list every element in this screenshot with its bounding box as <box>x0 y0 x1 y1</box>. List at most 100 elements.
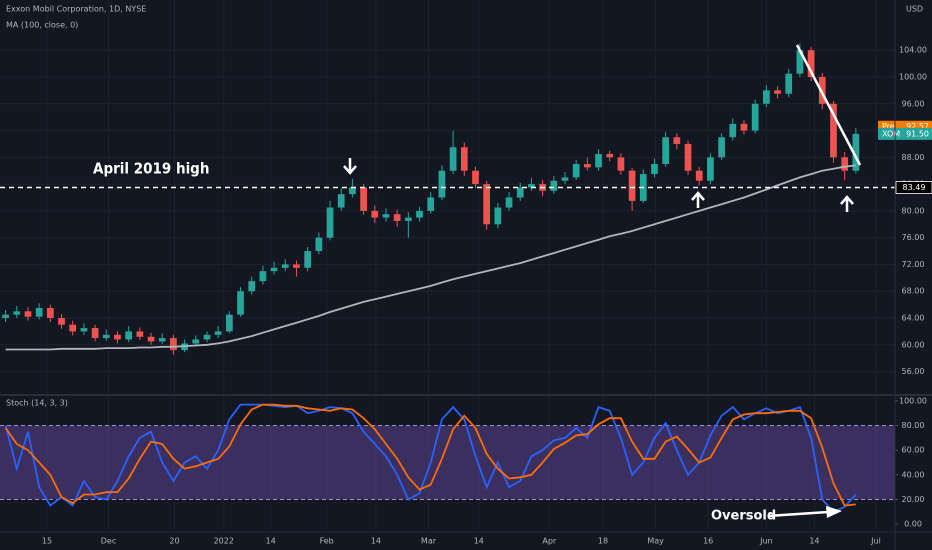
x-tick-label: Jun <box>759 537 773 546</box>
candle-body <box>707 157 714 181</box>
trend-line <box>795 44 862 166</box>
candle-body <box>729 123 737 138</box>
y-tick-label: 100.00 <box>899 396 927 405</box>
y-tick-label: 88.00 <box>902 153 925 162</box>
candle-body <box>80 328 88 332</box>
candle-body <box>114 334 121 340</box>
candle-body <box>595 153 602 168</box>
indicator-label: MA (100, close, 0) <box>6 21 78 30</box>
x-tick-label: Jul <box>870 537 881 546</box>
grid <box>0 0 895 530</box>
candle-body <box>606 153 614 158</box>
price-tag-name: Pre <box>882 122 895 131</box>
candle-body <box>472 170 479 185</box>
y-tick-label: 0.00 <box>904 520 922 529</box>
y-tick-label: 80.00 <box>902 421 925 430</box>
x-tick-label: 15 <box>42 537 52 546</box>
candle-body <box>416 210 423 218</box>
candle-body <box>796 50 804 74</box>
candle-body <box>561 177 569 181</box>
candle-body <box>718 137 725 158</box>
x-tick-label: 14 <box>371 537 381 546</box>
candle-body <box>170 338 177 351</box>
candle-body <box>516 187 524 198</box>
x-tick-label: 14 <box>266 537 276 546</box>
annotation: Oversold <box>711 509 776 524</box>
candle-body <box>24 311 32 317</box>
y-tick-label: 68.00 <box>902 287 925 296</box>
x-tick-label: Dec <box>101 537 116 546</box>
stoch-pane <box>0 403 895 513</box>
x-tick-label: May <box>647 537 664 546</box>
candle-body <box>270 267 278 272</box>
candle-body <box>35 307 43 317</box>
indicator-label: Stoch (14, 3, 3) <box>6 399 68 408</box>
candle-body <box>505 197 513 208</box>
candle-body <box>494 207 502 225</box>
candle-body <box>583 164 591 168</box>
candle-body <box>393 214 401 221</box>
candle-body <box>460 147 468 171</box>
x-tick-label: 20 <box>169 537 179 546</box>
x-tick-label: Mar <box>421 537 437 546</box>
candle-body <box>740 123 748 131</box>
currency: USD <box>906 5 923 14</box>
candle-body <box>651 164 658 175</box>
chart-title: Exxon Mobil Corporation, 1D, NYSE <box>6 5 146 14</box>
candle-body <box>337 194 345 208</box>
candle-body <box>438 170 446 198</box>
candle-body <box>528 184 535 188</box>
y-tick-label: 40.00 <box>902 470 925 479</box>
candle-body <box>225 314 233 332</box>
candle-body <box>427 197 435 211</box>
candle-body <box>751 103 759 131</box>
candle-body <box>673 137 681 144</box>
price-tag-value: 91.50 <box>906 129 929 138</box>
candle-body <box>13 311 21 315</box>
candle-body <box>192 339 200 344</box>
candle-body <box>572 164 580 178</box>
candle-body <box>214 331 222 335</box>
y-tick-label: 80.00 <box>902 206 925 215</box>
y-tick-label: 64.00 <box>902 314 925 323</box>
y-tick-label: 104.00 <box>899 46 927 55</box>
y-tick-label: 96.00 <box>902 99 925 108</box>
candle-body <box>382 214 390 218</box>
candle-body <box>841 157 849 171</box>
price-tag <box>878 127 932 140</box>
moving-average <box>5 164 856 351</box>
y-tick-label: 100.00 <box>899 72 927 81</box>
candle-body <box>807 50 815 77</box>
candle-body <box>852 133 860 171</box>
candle-body <box>483 184 491 225</box>
y-tick-label: 76.00 <box>902 233 925 242</box>
stoch-line <box>4 403 857 513</box>
candle-body <box>774 90 781 94</box>
candle-body <box>237 291 244 315</box>
candle-body <box>125 331 133 340</box>
axes: 56.0060.0064.0068.0072.0076.0080.0084.00… <box>42 46 932 546</box>
price-pane <box>0 43 895 355</box>
y-tick-label: 60.00 <box>902 446 925 455</box>
candle-body <box>785 73 793 94</box>
candle-body <box>684 143 692 171</box>
candle-body <box>762 90 770 104</box>
candle-body <box>304 251 312 268</box>
x-tick-label: 14 <box>809 537 819 546</box>
stoch-line <box>4 403 856 507</box>
candle-body <box>449 147 457 171</box>
candle-body <box>46 307 54 319</box>
candle-body <box>349 187 356 195</box>
candle-body <box>818 76 826 104</box>
x-tick-label: 16 <box>703 537 713 546</box>
x-tick-label: 18 <box>598 537 608 546</box>
candle-body <box>69 324 77 332</box>
candle-body <box>830 103 837 158</box>
price-tag-value: 92.57 <box>906 122 929 131</box>
x-tick-label: 2022 <box>214 537 234 546</box>
candle-body <box>2 314 9 319</box>
band-fill <box>0 425 895 500</box>
candle-body <box>248 281 256 292</box>
candle-body <box>259 271 267 282</box>
